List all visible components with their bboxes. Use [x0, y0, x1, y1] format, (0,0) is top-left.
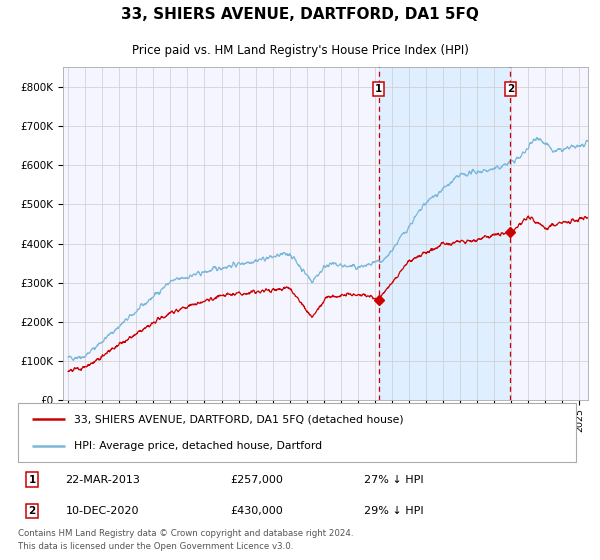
Bar — [379, 67, 510, 400]
Text: HPI: Average price, detached house, Dartford: HPI: Average price, detached house, Dart… — [74, 441, 322, 451]
Text: 33, SHIERS AVENUE, DARTFORD, DA1 5FQ (detached house): 33, SHIERS AVENUE, DARTFORD, DA1 5FQ (de… — [74, 414, 403, 424]
Text: 27% ↓ HPI: 27% ↓ HPI — [364, 475, 424, 484]
Text: £430,000: £430,000 — [230, 506, 283, 516]
Text: 2: 2 — [506, 84, 514, 94]
Text: 33, SHIERS AVENUE, DARTFORD, DA1 5FQ: 33, SHIERS AVENUE, DARTFORD, DA1 5FQ — [121, 7, 479, 22]
Text: 1: 1 — [28, 475, 35, 484]
FancyBboxPatch shape — [18, 403, 576, 462]
Text: 29% ↓ HPI: 29% ↓ HPI — [364, 506, 424, 516]
Text: 10-DEC-2020: 10-DEC-2020 — [65, 506, 139, 516]
Text: 1: 1 — [375, 84, 382, 94]
Text: 2: 2 — [28, 506, 35, 516]
Text: Price paid vs. HM Land Registry's House Price Index (HPI): Price paid vs. HM Land Registry's House … — [131, 44, 469, 57]
Text: £257,000: £257,000 — [230, 475, 283, 484]
Text: 22-MAR-2013: 22-MAR-2013 — [65, 475, 140, 484]
Text: Contains HM Land Registry data © Crown copyright and database right 2024.
This d: Contains HM Land Registry data © Crown c… — [18, 529, 353, 550]
